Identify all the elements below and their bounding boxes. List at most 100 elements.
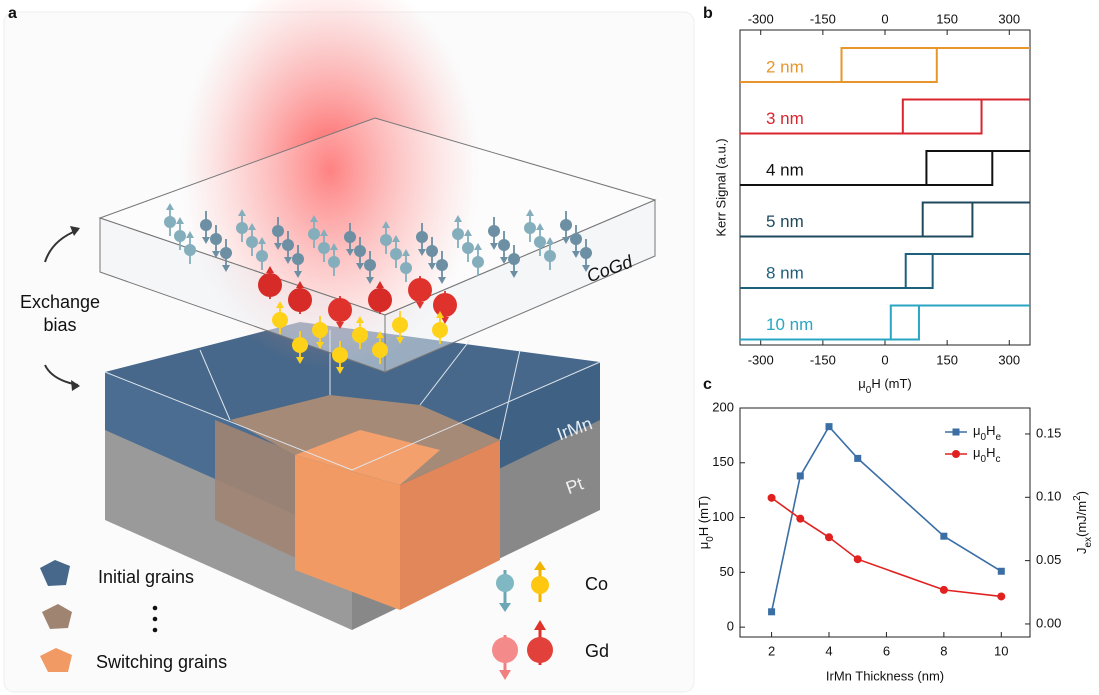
spin-head bbox=[202, 237, 210, 244]
series-label: 3 nm bbox=[766, 109, 804, 128]
x-tick-label-top: 0 bbox=[881, 11, 888, 26]
x-tick-label: -150 bbox=[810, 352, 836, 367]
y-tick-label: 0 bbox=[727, 619, 734, 634]
spin-head bbox=[336, 322, 344, 329]
spin-ball bbox=[544, 250, 556, 262]
legend-label-part: 0 bbox=[981, 454, 987, 465]
spin-ball bbox=[354, 245, 366, 257]
spin-head bbox=[418, 249, 426, 256]
spin-ball bbox=[236, 222, 248, 234]
y-axis-label: μ0H (mT) bbox=[696, 496, 716, 550]
spin-ball bbox=[408, 278, 432, 302]
spin-ball bbox=[400, 262, 412, 274]
spin-head bbox=[464, 229, 472, 236]
co-spins bbox=[496, 561, 549, 612]
spin-head bbox=[416, 302, 424, 309]
spin-ball bbox=[318, 242, 330, 254]
marker bbox=[997, 567, 1005, 575]
marker bbox=[825, 533, 834, 542]
marker bbox=[854, 454, 862, 462]
spin-head bbox=[222, 265, 230, 272]
switching-top bbox=[295, 430, 440, 485]
legend-label: μ0He bbox=[973, 423, 1001, 443]
spin-head bbox=[176, 217, 184, 224]
x-tick-label: 10 bbox=[994, 643, 1008, 658]
marker bbox=[940, 532, 948, 540]
y-axis-label-part: 0 bbox=[705, 536, 716, 542]
marker bbox=[825, 423, 833, 431]
plot-frame bbox=[739, 407, 1031, 638]
spin-ball bbox=[380, 234, 392, 246]
spin-head bbox=[392, 235, 400, 242]
marker bbox=[796, 514, 805, 523]
legend-label-part: e bbox=[995, 432, 1001, 443]
spin-head bbox=[536, 223, 544, 230]
spin-head bbox=[582, 265, 590, 272]
y-tick-label: 150 bbox=[712, 454, 734, 469]
y-tick-label: 50 bbox=[720, 564, 734, 579]
spin-ball bbox=[256, 250, 268, 262]
spin-ball bbox=[432, 322, 448, 338]
spin-ball bbox=[258, 273, 282, 297]
legend-grain bbox=[42, 604, 72, 629]
x-tick-label: 150 bbox=[936, 352, 958, 367]
gd-spins bbox=[492, 620, 553, 680]
series-line bbox=[770, 425, 1002, 612]
spin-head bbox=[546, 237, 554, 244]
spin-ball bbox=[332, 347, 348, 363]
spin-head bbox=[258, 237, 266, 244]
irmn-top bbox=[105, 322, 600, 470]
spin-ball bbox=[200, 219, 212, 231]
x-axis-label: μ0H (mT) bbox=[858, 376, 912, 396]
ellipsis bbox=[152, 605, 158, 633]
x-tick-label: 0 bbox=[881, 352, 888, 367]
spin-head bbox=[396, 337, 404, 344]
hysteresis-loop bbox=[740, 47, 1030, 83]
hysteresis-loop bbox=[740, 201, 1030, 238]
spin-ball bbox=[344, 231, 356, 243]
spin-ball bbox=[426, 245, 438, 257]
spin-ball bbox=[452, 228, 464, 240]
layer-label: Pt bbox=[563, 474, 586, 499]
spin-ball bbox=[372, 342, 388, 358]
hysteresis-loop bbox=[740, 98, 1030, 135]
spin-ball bbox=[364, 259, 376, 271]
y2-axis-label-part: 2 bbox=[1072, 495, 1083, 501]
y2-tick-label: 0.05 bbox=[1036, 552, 1061, 567]
spin-head bbox=[376, 331, 384, 338]
spin-ball bbox=[210, 233, 222, 245]
legend-label: Switching grains bbox=[96, 652, 227, 672]
y2-tick-label: 0.15 bbox=[1036, 425, 1061, 440]
spin-ball bbox=[220, 247, 232, 259]
y2-axis-label-part: (mJ/m bbox=[1074, 501, 1089, 537]
hysteresis-loop bbox=[740, 304, 1030, 341]
y2-axis-label-part: ex bbox=[1083, 537, 1094, 548]
x-tick-label-top: 150 bbox=[936, 11, 958, 26]
spin-ball bbox=[472, 256, 484, 268]
spin-head bbox=[510, 271, 518, 278]
spin-head bbox=[310, 215, 318, 222]
spin-ball bbox=[560, 219, 572, 231]
marker bbox=[767, 493, 776, 502]
exchange-label: bias bbox=[43, 315, 76, 335]
spin-head bbox=[296, 357, 304, 364]
plot-frame bbox=[739, 29, 1031, 346]
spin-head bbox=[346, 249, 354, 256]
spin-head bbox=[316, 342, 324, 349]
spin-head bbox=[212, 251, 220, 258]
series-label: 8 nm bbox=[766, 263, 804, 282]
legend-label-part: H bbox=[986, 423, 995, 438]
spin-ball bbox=[488, 225, 500, 237]
spin-ball bbox=[164, 216, 176, 228]
spin-ball bbox=[184, 244, 196, 256]
series-label: 10 nm bbox=[766, 315, 813, 334]
spin-head bbox=[376, 281, 384, 288]
marker bbox=[997, 592, 1006, 601]
grain bbox=[215, 420, 300, 560]
x-tick-label-top: -150 bbox=[810, 11, 836, 26]
y2-tick-label: 0.00 bbox=[1036, 615, 1061, 630]
x-axis-label-part: H (mT) bbox=[871, 376, 911, 391]
legend-label-part: μ bbox=[973, 445, 981, 460]
